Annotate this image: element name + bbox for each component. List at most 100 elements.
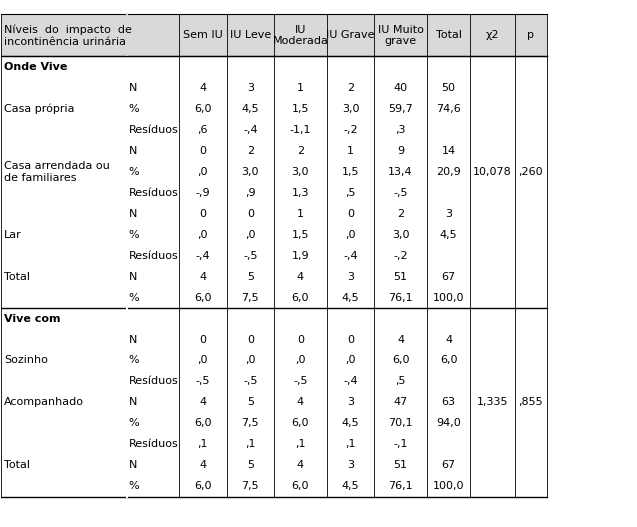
Text: 4,5: 4,5 — [341, 481, 359, 491]
Text: 7,5: 7,5 — [241, 418, 259, 428]
Text: 6,0: 6,0 — [392, 356, 410, 366]
Text: 7,5: 7,5 — [241, 481, 259, 491]
Text: 0: 0 — [247, 209, 254, 219]
Text: %: % — [129, 481, 140, 491]
Text: 1,9: 1,9 — [292, 251, 309, 261]
Text: 2: 2 — [347, 83, 354, 93]
Text: -,5: -,5 — [196, 376, 210, 386]
Text: Total: Total — [436, 31, 462, 41]
Text: Resíduos: Resíduos — [129, 251, 178, 261]
Text: 3,0: 3,0 — [292, 167, 309, 177]
Text: ,1: ,1 — [245, 440, 255, 450]
Text: N: N — [129, 209, 137, 219]
Text: N: N — [129, 83, 137, 93]
Text: ,0: ,0 — [345, 356, 356, 366]
Text: 0: 0 — [199, 209, 206, 219]
Text: ,0: ,0 — [345, 230, 356, 240]
Text: IU Leve: IU Leve — [230, 31, 271, 41]
Text: ,1: ,1 — [345, 440, 356, 450]
Text: 0: 0 — [199, 335, 206, 345]
Text: 5: 5 — [247, 271, 254, 281]
Text: 0: 0 — [199, 146, 206, 156]
Text: %: % — [129, 356, 140, 366]
Text: ,1: ,1 — [197, 440, 208, 450]
Text: 3: 3 — [347, 397, 354, 407]
Text: -,9: -,9 — [196, 188, 210, 198]
Text: -,5: -,5 — [394, 188, 408, 198]
Text: 3,0: 3,0 — [342, 104, 359, 114]
Text: 3,0: 3,0 — [241, 167, 259, 177]
Text: ,9: ,9 — [245, 188, 255, 198]
Text: -,5: -,5 — [243, 376, 257, 386]
Text: 70,1: 70,1 — [389, 418, 413, 428]
Text: Total: Total — [4, 460, 30, 470]
Text: 74,6: 74,6 — [436, 104, 461, 114]
Text: 0: 0 — [347, 209, 354, 219]
Text: 76,1: 76,1 — [389, 481, 413, 491]
Text: 2: 2 — [397, 209, 404, 219]
Text: 6,0: 6,0 — [292, 481, 309, 491]
Text: IU
Moderada: IU Moderada — [273, 25, 328, 46]
Text: 0: 0 — [297, 335, 304, 345]
Text: N: N — [129, 335, 137, 345]
Text: 5: 5 — [247, 397, 254, 407]
Text: -,4: -,4 — [343, 251, 358, 261]
Text: 94,0: 94,0 — [436, 418, 461, 428]
Text: -,2: -,2 — [343, 125, 358, 135]
Text: ,6: ,6 — [197, 125, 208, 135]
Text: 51: 51 — [394, 460, 408, 470]
Text: 4: 4 — [297, 397, 304, 407]
Text: -,5: -,5 — [243, 251, 257, 261]
Text: 1: 1 — [347, 146, 354, 156]
Text: p: p — [527, 31, 534, 41]
Text: IU Grave: IU Grave — [326, 31, 375, 41]
Text: %: % — [129, 167, 140, 177]
Text: χ2: χ2 — [486, 31, 499, 41]
Text: 4,5: 4,5 — [440, 230, 457, 240]
Text: Resíduos: Resíduos — [129, 376, 178, 386]
Text: ,260: ,260 — [519, 167, 543, 177]
Text: ,5: ,5 — [396, 376, 406, 386]
Text: ,3: ,3 — [396, 125, 406, 135]
Text: Sem IU: Sem IU — [183, 31, 222, 41]
Text: 4: 4 — [199, 83, 206, 93]
Text: 1: 1 — [297, 83, 304, 93]
Text: ,1: ,1 — [295, 440, 306, 450]
Text: 6,0: 6,0 — [194, 481, 211, 491]
Text: 4,5: 4,5 — [341, 292, 359, 302]
Text: 2: 2 — [247, 146, 254, 156]
Text: 3: 3 — [347, 460, 354, 470]
Text: Níveis  do  impacto  de
incontinência urinária: Níveis do impacto de incontinência uriná… — [4, 24, 132, 46]
Text: IU Muito
grave: IU Muito grave — [378, 25, 424, 46]
Text: 7,5: 7,5 — [241, 292, 259, 302]
Text: Casa arrendada ou
de familiares: Casa arrendada ou de familiares — [4, 161, 110, 182]
Text: 6,0: 6,0 — [194, 292, 211, 302]
Text: 4: 4 — [199, 460, 206, 470]
Text: N: N — [129, 397, 137, 407]
Text: 1: 1 — [297, 209, 304, 219]
Text: %: % — [129, 104, 140, 114]
Text: 67: 67 — [441, 460, 455, 470]
Text: 2: 2 — [297, 146, 304, 156]
Text: 50: 50 — [441, 83, 455, 93]
Text: 4: 4 — [297, 271, 304, 281]
Text: ,0: ,0 — [245, 230, 255, 240]
Text: -,5: -,5 — [293, 376, 308, 386]
Text: 63: 63 — [441, 397, 455, 407]
Text: 1,3: 1,3 — [292, 188, 309, 198]
Text: 1,335: 1,335 — [477, 397, 508, 407]
Text: 6,0: 6,0 — [194, 418, 211, 428]
Text: 59,7: 59,7 — [389, 104, 413, 114]
Text: 100,0: 100,0 — [433, 481, 464, 491]
Text: 6,0: 6,0 — [194, 104, 211, 114]
Text: Acompanhado: Acompanhado — [4, 397, 84, 407]
Text: 14: 14 — [441, 146, 455, 156]
Text: 6,0: 6,0 — [440, 356, 457, 366]
Text: 3: 3 — [445, 209, 452, 219]
Text: -,4: -,4 — [243, 125, 257, 135]
Text: 3,0: 3,0 — [392, 230, 410, 240]
Text: N: N — [129, 460, 137, 470]
Text: 5: 5 — [247, 460, 254, 470]
Text: ,0: ,0 — [245, 356, 255, 366]
Text: ,855: ,855 — [519, 397, 543, 407]
